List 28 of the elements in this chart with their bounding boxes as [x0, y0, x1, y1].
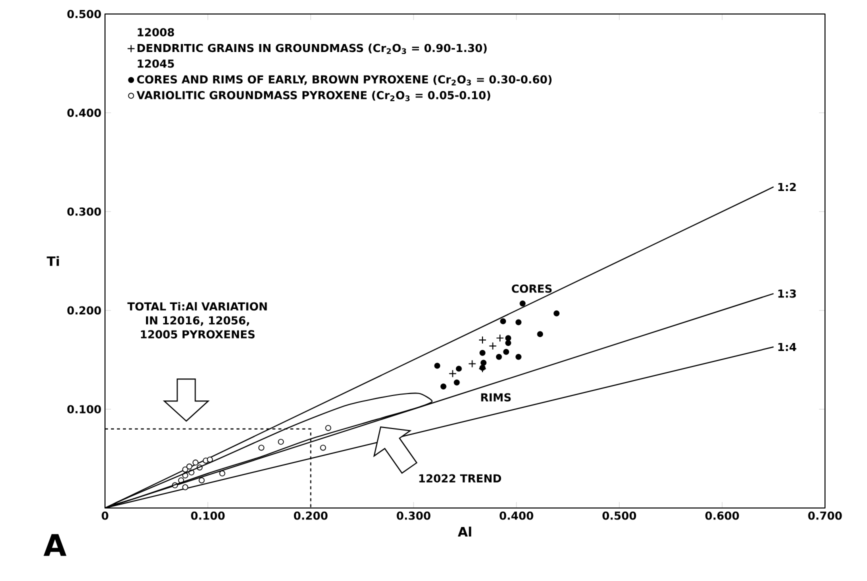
x-tick-label: 0.700: [808, 512, 842, 520]
y-tick-label: 0.200: [67, 306, 101, 315]
y-tick-label: 0.300: [67, 207, 101, 216]
x-tick-label: 0.600: [705, 512, 739, 520]
y-tick-label: 0.400: [67, 108, 101, 117]
y-tick-label: 0.100: [67, 405, 101, 414]
annotation: 12008: [138, 28, 174, 36]
annotation: RIMS: [481, 393, 511, 402]
x-tick-label: 0.300: [396, 512, 430, 520]
x-tick-label: 0.100: [191, 512, 225, 520]
annotation: CORES: [512, 284, 552, 293]
annotation: TOTAL Ti:Al VARIATION IN 12016, 12056, 12005 PYROXENES: [127, 302, 267, 338]
annotation: 12022 TREND: [419, 474, 502, 483]
x-tick-label: 0.400: [500, 512, 534, 520]
legend-label: DENDRITIC GRAINS IN GROUNDMASS (Cr$_{2}$O$_{3}$ = 0.90-1.30): [138, 44, 487, 54]
x-axis-title: Al: [458, 526, 472, 536]
legend-label: VARIOLITIC GROUNDMASS PYROXENE (Cr$_{2}$O$_{3}$ = 0.05-0.10): [136, 90, 490, 102]
x-tick-label: 0: [102, 512, 108, 520]
legend-label: CORES AND RIMS OF EARLY, BROWN PYROXENE (Cr$_{2}$O$_{3}$ = 0.30-0.60): [137, 75, 552, 86]
series-label: 1:4: [778, 342, 796, 351]
series-label: 1:2: [778, 182, 796, 191]
y-axis-title: Ti: [46, 256, 59, 266]
x-tick-label: 0.500: [602, 512, 636, 520]
series-label: 1:3: [778, 289, 796, 298]
annotation: 12045: [138, 59, 174, 68]
y-tick-label: 0.500: [67, 10, 101, 18]
text: A: [44, 534, 66, 556]
x-tick-label: 0.200: [294, 512, 328, 520]
